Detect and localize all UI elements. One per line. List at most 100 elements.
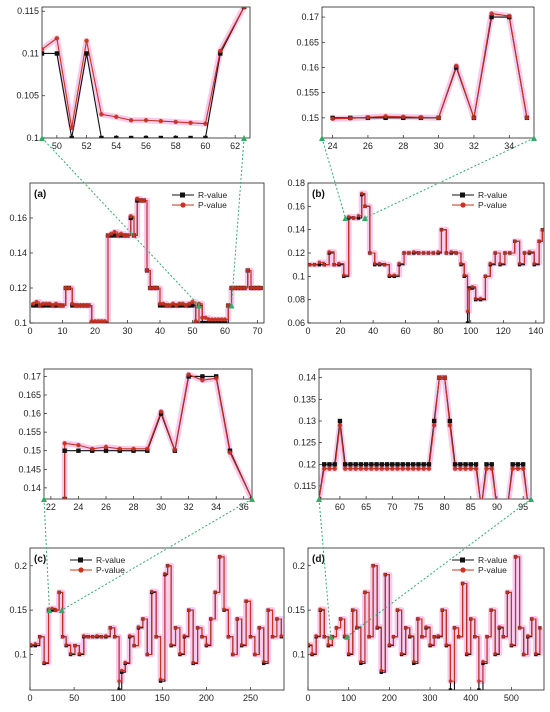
plot-frame bbox=[318, 368, 532, 500]
point-r-value bbox=[209, 320, 215, 323]
point-p-value bbox=[358, 466, 364, 471]
zoom-connector-arrow bbox=[327, 633, 334, 640]
point-p-value bbox=[190, 299, 195, 305]
point-p-value bbox=[242, 285, 247, 291]
legend-label: P-value bbox=[96, 565, 125, 575]
point-p-value bbox=[141, 617, 145, 621]
point-p-value bbox=[540, 227, 544, 232]
point-p-value bbox=[330, 116, 335, 122]
point-p-value bbox=[31, 301, 36, 306]
panel-label: (a) bbox=[34, 189, 46, 200]
point-p-value bbox=[377, 261, 382, 266]
x-tick-label: 28 bbox=[398, 141, 408, 151]
point-p-value bbox=[120, 668, 124, 673]
point-p-value bbox=[483, 274, 488, 279]
point-p-value bbox=[235, 285, 241, 291]
x-tick-label: 300 bbox=[423, 693, 438, 703]
x-tick-label: 200 bbox=[382, 693, 397, 703]
point-p-value bbox=[63, 285, 68, 291]
point-p-value bbox=[351, 608, 355, 612]
y-tick-label: 0.105 bbox=[16, 91, 39, 101]
point-r-value bbox=[143, 135, 149, 138]
y-tick-label: 0.15 bbox=[301, 113, 319, 123]
x-tick-label: 95 bbox=[518, 502, 528, 512]
point-p-value bbox=[86, 303, 91, 308]
plot-area bbox=[330, 10, 530, 122]
point-p-value bbox=[348, 116, 353, 121]
point-p-value bbox=[154, 635, 158, 639]
point-p-value bbox=[342, 634, 347, 638]
point-p-value bbox=[411, 466, 416, 471]
zoom-connector-arrow bbox=[241, 135, 248, 141]
x-tick-label: 30 bbox=[156, 502, 166, 512]
x-tick-label: 70 bbox=[387, 502, 397, 512]
point-p-value bbox=[387, 273, 392, 277]
x-tick-label: 65 bbox=[361, 502, 371, 512]
legend-marker-r-value bbox=[460, 192, 465, 198]
point-p-value bbox=[440, 608, 444, 612]
plot-area bbox=[61, 371, 252, 499]
zoom-connector-arrow bbox=[528, 496, 534, 502]
point-p-value bbox=[416, 617, 420, 621]
point-p-value bbox=[275, 617, 279, 621]
point-p-value bbox=[367, 635, 371, 639]
point-r-value bbox=[114, 135, 119, 138]
x-tick-label: 32 bbox=[184, 502, 194, 512]
y-tick-label: 0.1 bbox=[292, 650, 305, 660]
point-p-value bbox=[90, 635, 95, 639]
y-tick-label: 0.17 bbox=[23, 371, 41, 381]
point-p-value bbox=[395, 608, 400, 612]
x-tick-label: 60 bbox=[200, 141, 210, 151]
point-p-value bbox=[421, 251, 426, 255]
point-p-value bbox=[68, 651, 73, 656]
point-p-value bbox=[135, 196, 140, 201]
point-p-value bbox=[432, 635, 436, 639]
point-p-value bbox=[95, 634, 99, 638]
chart-a-zoom: 50 52 54 56 58 60 62 0.1 0.105 0.11 0.115 bbox=[16, 6, 251, 151]
x-tick-label: 40 bbox=[155, 326, 165, 336]
point-p-value bbox=[145, 446, 150, 452]
x-tick-label: 140 bbox=[528, 326, 543, 336]
point-r-value bbox=[262, 661, 266, 666]
point-p-value bbox=[513, 555, 518, 559]
point-p-value bbox=[158, 409, 164, 414]
point-p-value bbox=[407, 251, 411, 255]
point-p-value bbox=[57, 303, 62, 308]
zoom-connector-arrow bbox=[316, 496, 322, 502]
point-r-value bbox=[213, 320, 218, 323]
point-r-value bbox=[405, 462, 411, 467]
point-r-value bbox=[390, 462, 395, 467]
point-p-value bbox=[383, 114, 388, 119]
zoom-connector-arrow bbox=[319, 135, 325, 141]
point-p-value bbox=[131, 233, 137, 238]
point-p-value bbox=[503, 251, 507, 255]
point-p-value bbox=[371, 564, 375, 568]
legend-marker-p-value bbox=[460, 202, 466, 208]
y-tick-label: 0.18 bbox=[287, 178, 305, 188]
point-p-value bbox=[170, 301, 176, 306]
point-r-value bbox=[322, 462, 327, 467]
panel-label: (c) bbox=[34, 554, 46, 565]
point-p-value bbox=[89, 319, 94, 323]
point-r-value bbox=[468, 462, 474, 467]
panel-label: (d) bbox=[312, 554, 325, 565]
y-tick-label: 0.14 bbox=[9, 248, 27, 258]
point-p-value bbox=[206, 317, 211, 322]
point-p-value bbox=[187, 301, 192, 306]
y-tick-label: 0.06 bbox=[287, 318, 305, 328]
point-r-value bbox=[117, 688, 121, 690]
x-tick-label: 24 bbox=[328, 141, 338, 151]
point-r-value bbox=[448, 688, 453, 690]
point-p-value bbox=[515, 466, 521, 471]
point-p-value bbox=[346, 215, 351, 219]
point-p-value bbox=[172, 447, 178, 453]
point-p-value bbox=[448, 679, 453, 683]
x-tick-label: 90 bbox=[492, 502, 502, 512]
point-r-value bbox=[515, 462, 521, 467]
point-p-value bbox=[471, 115, 477, 121]
plot-area bbox=[308, 553, 543, 690]
x-tick-label: 58 bbox=[171, 141, 181, 151]
point-p-value bbox=[112, 635, 117, 639]
point-p-value bbox=[217, 555, 222, 559]
point-p-value bbox=[114, 114, 119, 120]
